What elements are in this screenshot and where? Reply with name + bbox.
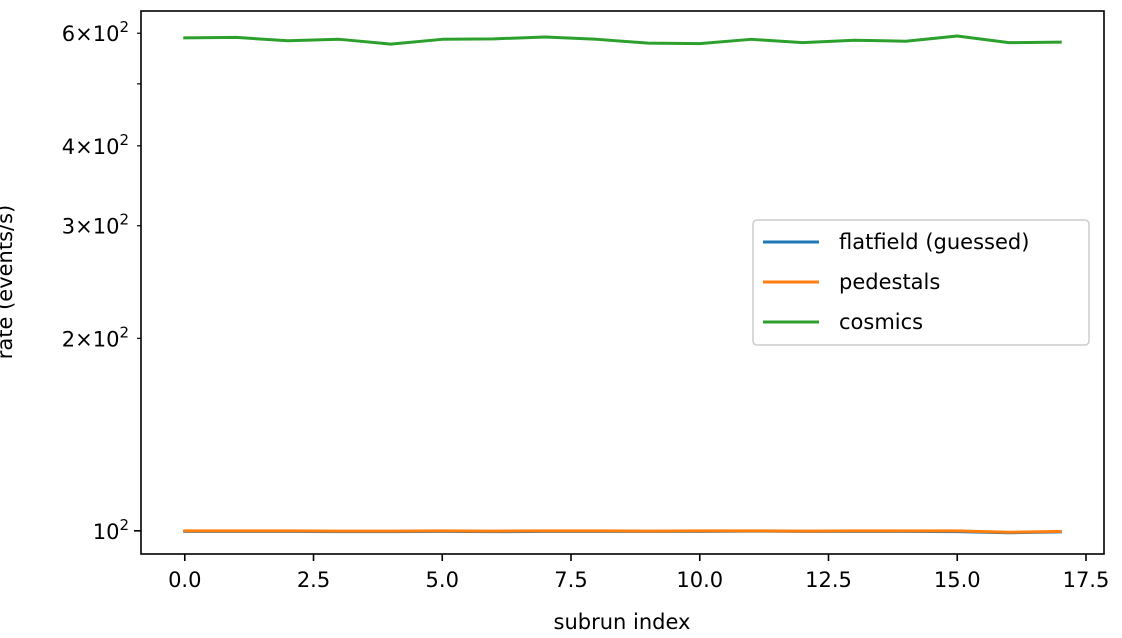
y-axis: 102 2×102 3×102 4×102 6×102 bbox=[62, 18, 141, 544]
x-tick-label: 17.5 bbox=[1063, 568, 1110, 592]
legend-label: pedestals bbox=[839, 270, 940, 294]
legend-label: cosmics bbox=[839, 310, 923, 334]
x-tick-label: 2.5 bbox=[297, 568, 330, 592]
x-tick-label: 15.0 bbox=[934, 568, 981, 592]
x-tick-label: 7.5 bbox=[554, 568, 587, 592]
y-tick-label: 4×102 bbox=[62, 131, 129, 159]
x-tick-label: 10.0 bbox=[676, 568, 723, 592]
series-line-1 bbox=[183, 529, 1062, 534]
legend-frame bbox=[752, 219, 1090, 346]
x-axis-title: subrun index bbox=[554, 610, 691, 634]
y-tick-label: 6×102 bbox=[62, 18, 129, 46]
x-tick-label: 0.0 bbox=[168, 568, 201, 592]
x-tick-label: 5.0 bbox=[426, 568, 459, 592]
plot-frame bbox=[140, 10, 1105, 555]
x-axis: 0.0 2.5 5.0 7.5 10.0 12.5 15.0 17.5 bbox=[168, 554, 1109, 592]
x-tick-label: 12.5 bbox=[805, 568, 852, 592]
plot-lines bbox=[183, 34, 1062, 535]
legend: flatfield (guessed) pedestals cosmics bbox=[752, 219, 1090, 346]
legend-label: flatfield (guessed) bbox=[839, 230, 1029, 254]
y-tick-label: 2×102 bbox=[62, 323, 129, 351]
y-axis-title: rate (events/s) bbox=[0, 205, 17, 360]
series-line-2 bbox=[183, 34, 1062, 46]
y-tick-label: 102 bbox=[93, 516, 129, 544]
y-tick-label: 3×102 bbox=[62, 211, 129, 239]
